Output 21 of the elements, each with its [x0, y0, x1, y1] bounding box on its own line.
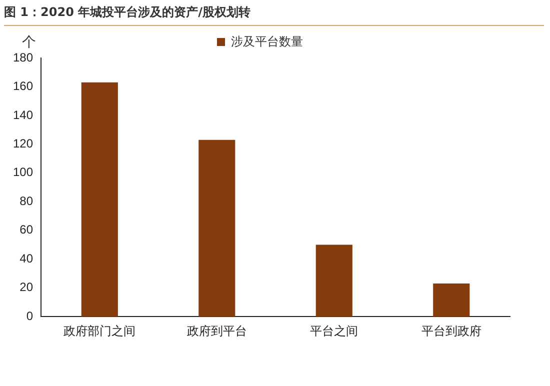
chart-title: 图 1：2020 年城投平台涉及的资产/股权划转 — [4, 4, 544, 26]
y-tick-label: 100 — [12, 165, 34, 180]
y-tick-label: 120 — [12, 136, 34, 151]
bar — [198, 140, 236, 317]
y-axis-title: 个 — [22, 34, 36, 51]
y-tick-label: 60 — [20, 222, 34, 237]
bar — [433, 284, 470, 317]
y-tick-label: 40 — [20, 251, 34, 266]
y-tick-label: 140 — [12, 108, 34, 122]
y-tick-label: 80 — [20, 194, 34, 208]
y-tick-label: 160 — [12, 79, 34, 94]
legend-label: 涉及平台数量 — [231, 34, 303, 48]
y-tick-label: 180 — [12, 50, 34, 64]
x-tick-label: 平台之间 — [310, 324, 358, 338]
x-tick-label: 政府部门之间 — [64, 324, 136, 338]
bar — [316, 244, 352, 317]
bar — [81, 82, 118, 317]
x-tick-label: 政府到平台 — [186, 324, 247, 338]
y-tick-label: 20 — [20, 280, 34, 294]
x-tick-label: 平台到政府 — [421, 324, 482, 338]
y-tick-label: 0 — [26, 308, 34, 323]
